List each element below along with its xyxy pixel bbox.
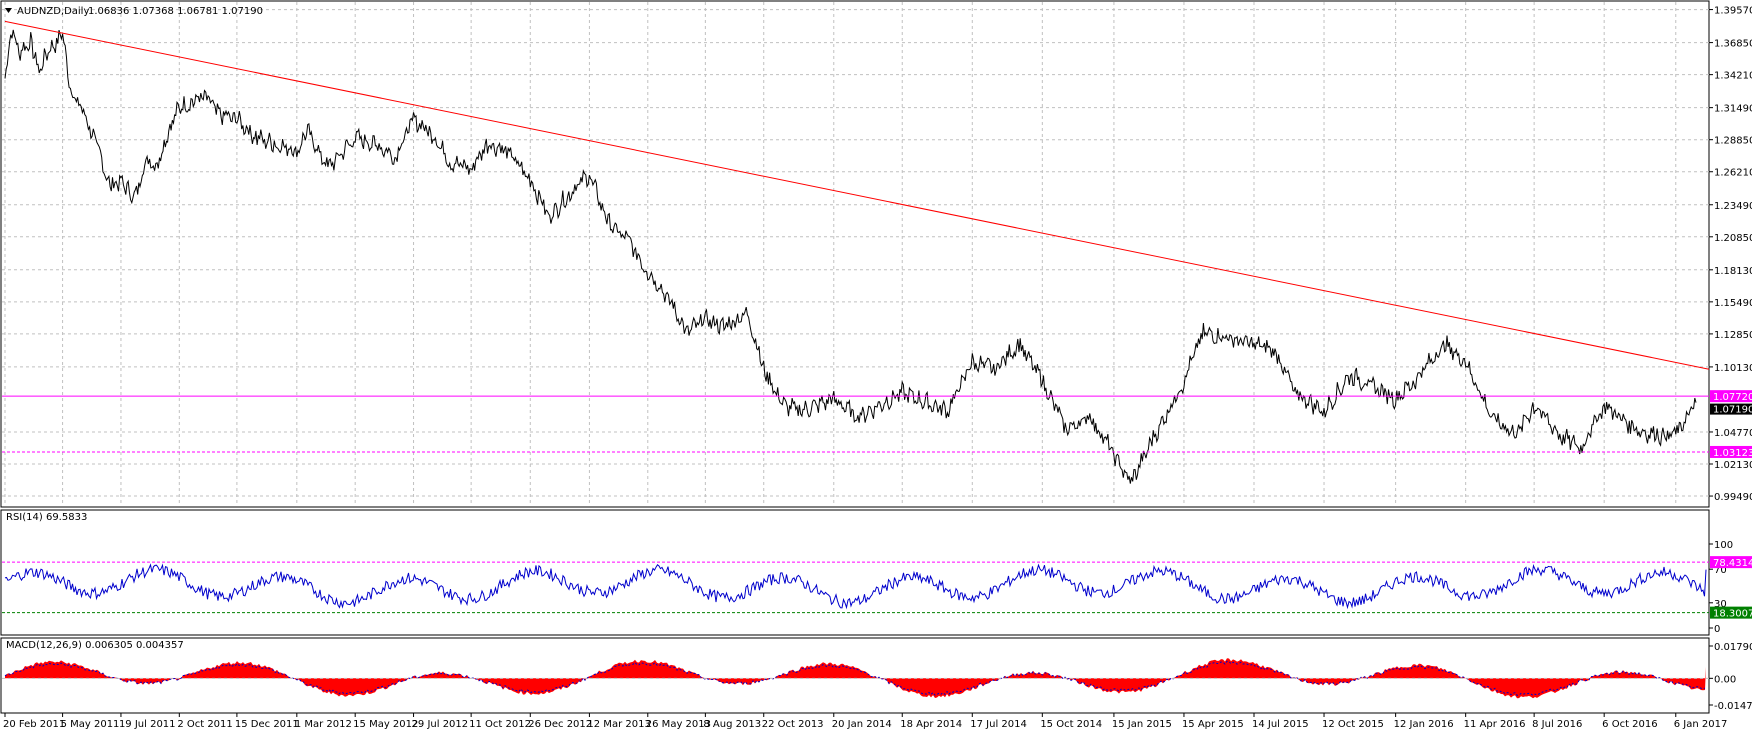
rsi-panel-frame <box>0 509 1710 636</box>
price-tick-label: 1.18130 <box>1714 266 1752 277</box>
rsi-level-label: 18.3007 <box>1713 609 1752 620</box>
rsi-tick-label: 100 <box>1714 540 1733 551</box>
date-tick-label: 15 Jan 2015 <box>1112 719 1172 730</box>
price-tick-label: 1.23490 <box>1714 201 1752 212</box>
date-tick-label: 8 Aug 2013 <box>703 719 761 730</box>
date-tick-label: 29 Jul 2012 <box>412 719 469 730</box>
date-tick-label: 6 Jan 2017 <box>1674 719 1728 730</box>
macd-tick-label: 0.00 <box>1714 674 1736 685</box>
rsi-tick-label: 0 <box>1714 624 1720 635</box>
price-series-line <box>4 29 1697 484</box>
price-tick-label: 1.36850 <box>1714 39 1752 50</box>
rsi-level-tag <box>1710 556 1752 569</box>
date-tick-label: 15 Dec 2011 <box>235 719 299 730</box>
price-tick-label: 0.99490 <box>1714 492 1752 503</box>
rsi-line <box>4 563 1707 610</box>
date-tick-label: 2 Oct 2011 <box>177 719 232 730</box>
price-tick-label: 1.04770 <box>1714 428 1752 439</box>
level-tag-label: 1.07720 <box>1713 392 1752 403</box>
macd-header: MACD(12,26,9) 0.006305 0.004357 <box>6 640 184 651</box>
axis-layer: 1.39570 1.36850 1.34210 1.31490 1.28850 1.262… <box>3 6 1752 730</box>
date-tick-label: 26 May 2013 <box>646 719 711 730</box>
rsi-header: RSI(14) 69.5833 <box>6 512 87 523</box>
price-tick-label: 1.15490 <box>1714 298 1752 309</box>
rsi-tick-label: 70 <box>1714 565 1727 576</box>
macd-layer <box>2 658 1709 699</box>
price-tick-label: 1.34210 <box>1714 71 1752 82</box>
current-price-tag <box>1710 403 1752 415</box>
price-tick-label: 1.02130 <box>1714 460 1752 471</box>
price-tick-label: 1.20850 <box>1714 233 1752 244</box>
price-tick-label: 1.26210 <box>1714 168 1752 179</box>
date-tick-label: 1 Mar 2012 <box>295 719 352 730</box>
date-tick-label: 15 May 2012 <box>353 719 418 730</box>
date-tick-label: 5 May 2011 <box>61 719 120 730</box>
date-tick-label: 20 Jan 2014 <box>832 719 892 730</box>
current-price-label: 1.07190 <box>1713 405 1752 416</box>
date-tick-label: 20 Feb 2011 <box>3 719 65 730</box>
date-tick-label: 11 Apr 2016 <box>1464 719 1526 730</box>
rsi-level-tag <box>1710 606 1752 619</box>
date-tick-label: 15 Apr 2015 <box>1182 719 1244 730</box>
date-tick-label: 18 Apr 2014 <box>900 719 962 730</box>
grid-layer <box>2 2 1709 506</box>
triangle-down-icon[interactable] <box>5 8 12 13</box>
date-tick-label: 12 Jan 2016 <box>1394 719 1454 730</box>
date-tick-label: 17 Jul 2014 <box>970 719 1027 730</box>
price-tick-label: 1.28850 <box>1714 136 1752 147</box>
date-tick-label: 15 Oct 2014 <box>1040 719 1102 730</box>
rsi-tick-label: 30 <box>1714 599 1727 610</box>
macd-signal-line <box>4 660 1706 696</box>
price-layer <box>2 20 1710 484</box>
date-tick-label: 11 Oct 2012 <box>469 719 531 730</box>
level-tag <box>1710 445 1752 458</box>
date-tick-label: 19 Jul 2011 <box>119 719 176 730</box>
price-tick-label: 1.12850 <box>1714 330 1752 341</box>
ohlc-label: 1.06836 1.07368 1.06781 1.07190 <box>88 6 263 17</box>
date-tick-label: 14 Jul 2015 <box>1252 719 1309 730</box>
date-tick-label: 26 Dec 2012 <box>528 719 592 730</box>
price-tick-label: 1.10130 <box>1714 363 1752 374</box>
macd-tick-label: 0.017906 <box>1714 642 1752 653</box>
date-tick-label: 6 Oct 2016 <box>1602 719 1657 730</box>
price-tick-label: 1.39570 <box>1714 6 1752 17</box>
price-panel-frame <box>0 0 1710 508</box>
rsi-layer <box>2 561 1709 614</box>
macd-panel-frame <box>0 637 1710 714</box>
date-tick-label: 8 Jul 2016 <box>1532 719 1582 730</box>
date-tick-label: 12 Oct 2015 <box>1322 719 1384 730</box>
level-tag-label: 1.03123 <box>1713 448 1752 459</box>
date-tick-label: 12 Mar 2013 <box>587 719 650 730</box>
rsi-level-label: 78.4314 <box>1713 558 1752 569</box>
symbol-label: AUDNZD,Daily <box>17 6 89 17</box>
resistance-trendline <box>4 20 1710 370</box>
level-tag <box>1710 390 1752 403</box>
tag-layer: 1.07720 1.03123 1.07190 78.4314 18.3007 <box>1710 390 1752 620</box>
price-tick-label: 1.31490 <box>1714 104 1752 115</box>
date-tick-label: 22 Oct 2013 <box>762 719 824 730</box>
macd-tick-label: -0.014775 <box>1714 701 1752 712</box>
